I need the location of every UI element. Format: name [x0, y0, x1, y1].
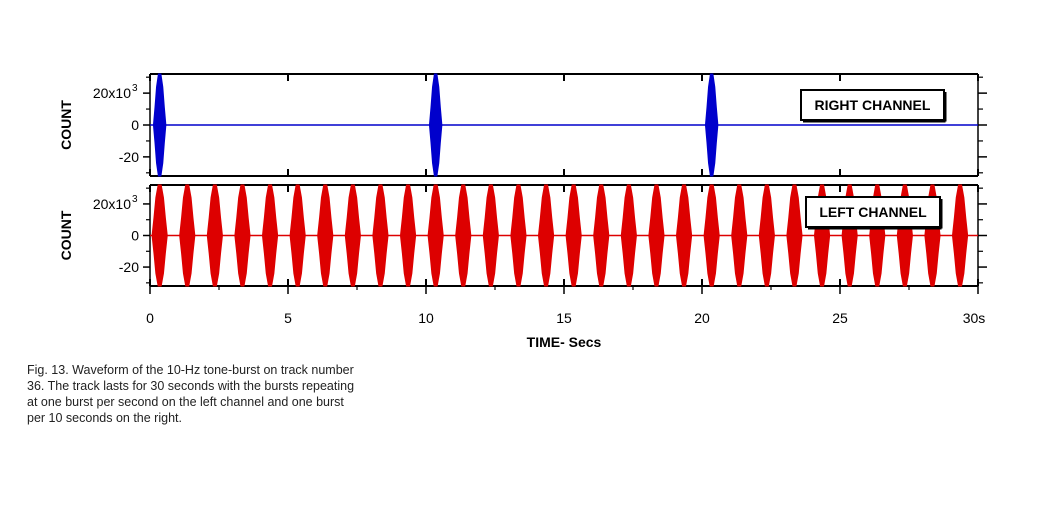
x-tick-label: 20 [694, 310, 710, 326]
tone-burst [482, 184, 499, 287]
tone-burst [565, 184, 582, 287]
tone-burst [344, 184, 361, 287]
x-tick-label: 5 [284, 310, 292, 326]
tone-burst [399, 184, 417, 287]
y-tick-label: 0 [131, 228, 139, 244]
x-tick-label: 0 [146, 310, 154, 326]
legend-box [805, 196, 941, 228]
tone-burst [758, 184, 775, 287]
y-tick-label: -20 [119, 259, 139, 275]
figure-caption: Fig. 13. Waveform of the 10-Hz tone-burs… [27, 362, 467, 426]
tone-burst [537, 184, 555, 287]
y-tick-label: -20 [119, 149, 139, 165]
x-tick-label: 15 [556, 310, 572, 326]
tone-burst [261, 184, 279, 287]
y-tick-label: 20x10 [93, 196, 131, 212]
tone-burst [372, 184, 389, 287]
tone-burst [704, 73, 719, 177]
tone-burst [593, 184, 610, 287]
tone-burst [648, 184, 665, 287]
y-tick-exponent: 3 [132, 194, 138, 205]
tone-burst [179, 184, 196, 287]
tone-burst [510, 184, 527, 287]
tone-burst [620, 184, 637, 287]
legend-label: LEFT CHANNEL [819, 204, 927, 220]
tone-burst [151, 184, 168, 287]
tone-burst [152, 73, 167, 177]
caption-line: 36. The track lasts for 30 seconds with … [27, 379, 355, 393]
tone-burst [703, 184, 720, 287]
tone-burst [317, 184, 334, 287]
channel-panel: 20x10 3 0 -20 COUNT RIGHT CHANNEL [58, 73, 987, 177]
x-tick-label: 30s [963, 310, 986, 326]
tone-burst [206, 184, 223, 287]
tone-burst [951, 184, 969, 287]
x-axis-label: TIME- Secs [527, 334, 602, 350]
legend-label: RIGHT CHANNEL [815, 97, 931, 113]
tone-burst [428, 73, 443, 177]
tone-burst [455, 184, 472, 287]
legend-box [800, 89, 945, 121]
caption-line: at one burst per second on the left chan… [27, 395, 344, 409]
x-tick-label: 10 [418, 310, 434, 326]
y-tick-exponent: 3 [132, 83, 138, 94]
y-tick-label: 20x10 [93, 85, 131, 101]
tone-burst [234, 184, 251, 287]
tone-burst [289, 184, 306, 287]
tone-burst [675, 184, 693, 287]
tone-burst [786, 184, 803, 287]
x-tick-label: 25 [832, 310, 848, 326]
caption-line: per 10 seconds on the right. [27, 411, 182, 425]
y-tick-label: 0 [131, 117, 139, 133]
caption-line: Fig. 13. Waveform of the 10-Hz tone-burs… [27, 363, 354, 377]
y-axis-label: COUNT [58, 210, 74, 260]
tone-burst [731, 184, 748, 287]
tone-burst [427, 184, 444, 287]
channel-panel: 20x10 3 0 -20 COUNT LEFT CHANNEL [58, 184, 987, 287]
y-axis-label: COUNT [58, 100, 74, 150]
